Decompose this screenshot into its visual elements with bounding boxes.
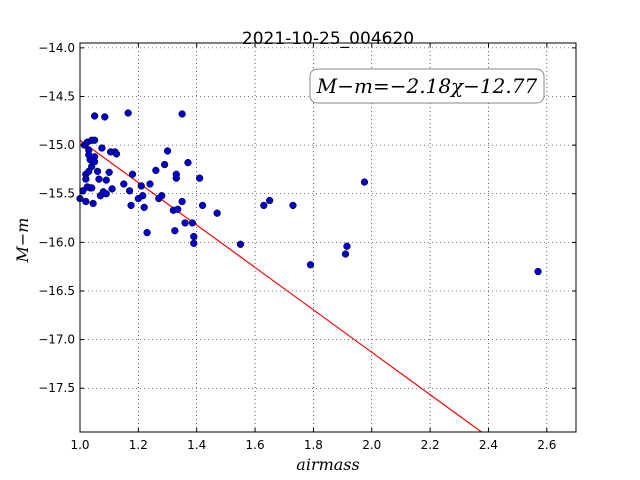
data-point — [181, 219, 189, 227]
x-tick-label: 1.6 — [246, 438, 265, 452]
y-tick-label: −14.5 — [38, 89, 75, 103]
data-point — [140, 203, 148, 212]
x-tick-label: 2.0 — [362, 438, 381, 452]
data-point — [90, 157, 99, 166]
data-point — [289, 201, 297, 210]
annotation-text: M−m=−2.18χ−12.77 — [316, 74, 538, 98]
x-tick-label: 1.2 — [129, 438, 148, 452]
data-point — [260, 201, 268, 210]
y-ticks: −14.0 −14.5 −15.0 −15.5 −16.0 −16.5 −17.0 −17.5 — [38, 41, 576, 395]
x-tick-label: 2.2 — [421, 438, 440, 452]
x-tick-label: 2.4 — [479, 438, 498, 452]
data-point — [190, 239, 198, 247]
data-point — [188, 219, 196, 227]
data-point — [265, 196, 274, 205]
data-point — [341, 250, 350, 258]
data-point — [198, 201, 207, 210]
data-point — [124, 109, 132, 117]
data-point — [174, 205, 182, 213]
data-point — [120, 180, 128, 188]
data-point — [125, 187, 134, 195]
data-point — [82, 175, 90, 183]
y-tick-label: −16.5 — [38, 284, 75, 298]
data-point — [98, 144, 106, 152]
data-point — [152, 166, 160, 175]
data-point — [195, 174, 204, 182]
fit-line — [79, 139, 482, 433]
data-point — [95, 175, 103, 183]
y-tick-label: −15.0 — [38, 138, 75, 152]
y-tick-label: −16.0 — [38, 235, 75, 249]
data-point — [82, 197, 90, 206]
y-tick-label: −17.5 — [38, 381, 75, 395]
data-point — [108, 185, 116, 193]
y-tick-label: −17.0 — [38, 333, 75, 347]
x-axis-label: airmass — [296, 455, 359, 474]
annotation-box: M−m=−2.18χ−12.77 — [309, 68, 545, 104]
data-point — [534, 267, 542, 276]
data-points — [76, 109, 542, 276]
x-tick-label: 1.0 — [70, 438, 89, 452]
annotation-frame — [309, 68, 545, 104]
data-point — [360, 178, 369, 186]
x-tick-label: 1.4 — [187, 438, 206, 452]
data-point — [112, 150, 121, 158]
grid-lines — [79, 43, 576, 432]
data-point — [139, 192, 147, 200]
data-point — [102, 176, 110, 184]
data-point — [213, 209, 221, 217]
x-tick-label: 2.6 — [537, 438, 556, 452]
data-point — [160, 160, 169, 169]
data-point — [88, 184, 96, 192]
x-tick-label: 1.8 — [304, 438, 323, 452]
data-point — [90, 112, 99, 120]
data-point — [306, 261, 315, 269]
data-point — [163, 147, 172, 155]
data-point — [90, 136, 99, 144]
data-point — [102, 190, 110, 198]
data-point — [105, 168, 113, 176]
x-ticks: 1.0 1.2 1.4 1.6 1.8 2.0 2.2 2.4 2.6 — [70, 43, 556, 452]
fit-line-group — [79, 139, 482, 433]
chart-title: 2021-10-25_004620 — [242, 29, 414, 49]
data-point — [190, 232, 198, 241]
y-tick-label: −15.5 — [38, 187, 75, 201]
data-point — [89, 199, 97, 208]
plot-frame — [79, 42, 577, 433]
data-point — [143, 228, 151, 237]
data-point — [236, 240, 245, 248]
data-point — [178, 197, 186, 206]
data-point — [158, 192, 166, 200]
data-point — [343, 242, 351, 250]
data-point — [128, 170, 137, 178]
y-axis-label: M−m — [13, 218, 32, 264]
data-point — [101, 113, 109, 121]
data-point — [172, 174, 180, 182]
data-point — [171, 227, 179, 235]
data-point — [93, 167, 102, 176]
data-point — [146, 180, 154, 188]
data-point — [184, 158, 192, 167]
y-tick-label: −14.0 — [38, 41, 75, 55]
data-point — [137, 182, 145, 190]
data-point — [178, 110, 186, 118]
data-point — [127, 201, 135, 210]
